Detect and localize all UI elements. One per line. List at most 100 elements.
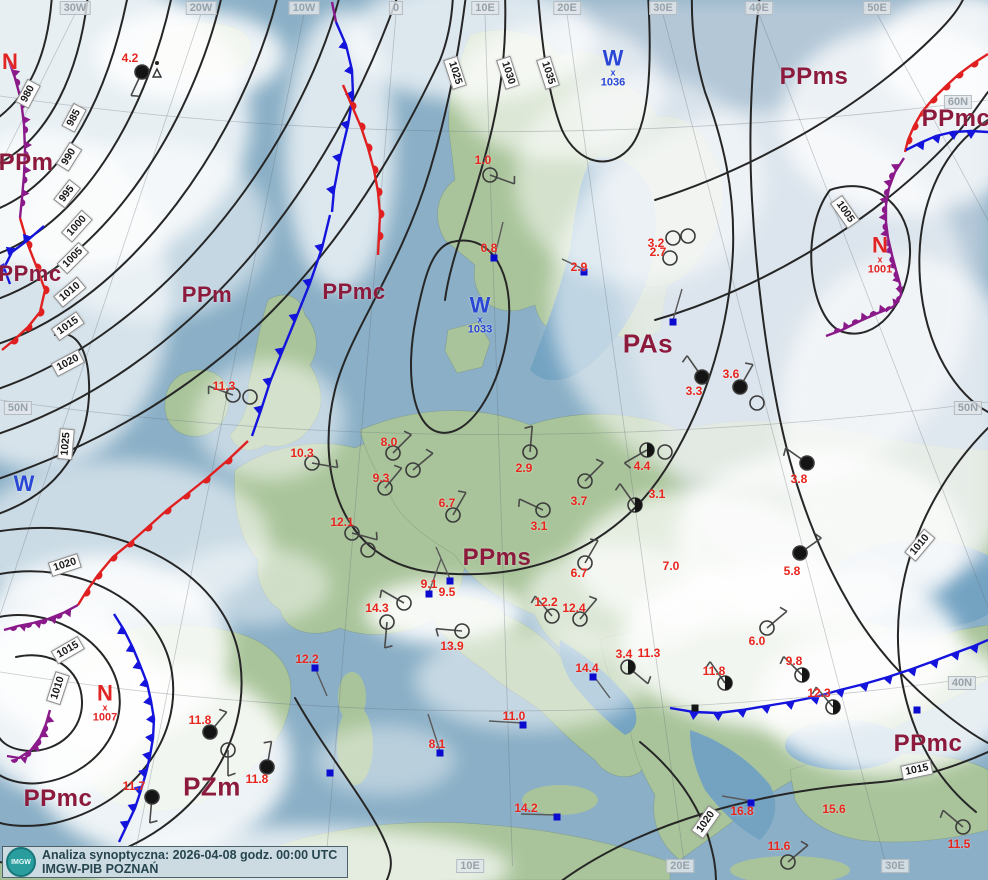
warm-front <box>76 440 249 606</box>
station-plot <box>445 490 467 523</box>
occluded-front <box>6 709 55 764</box>
isobar <box>918 119 988 413</box>
station-square <box>913 706 921 714</box>
cold-front <box>669 638 988 721</box>
station-square <box>747 799 755 807</box>
landmass <box>444 321 491 374</box>
cloud <box>195 360 345 480</box>
island <box>338 672 366 722</box>
station-plot <box>344 525 378 541</box>
station-square <box>425 590 433 598</box>
station-square <box>311 664 319 672</box>
station-plot <box>405 448 434 478</box>
station-plot <box>377 464 403 496</box>
island <box>522 785 598 815</box>
station-plot <box>782 447 815 471</box>
station-plot <box>680 228 696 244</box>
isobar <box>327 0 735 576</box>
cold-front <box>250 214 332 437</box>
isobar <box>0 0 53 118</box>
station-plot <box>749 395 765 411</box>
info-bar: IMGW Analiza synoptyczna: 2026-04-08 god… <box>2 846 348 878</box>
station-plot <box>220 742 236 777</box>
isobar <box>561 751 988 880</box>
station-square <box>326 769 334 777</box>
weather-symbol <box>151 67 163 78</box>
sea-area <box>690 730 776 840</box>
station-plot <box>530 595 560 624</box>
station-plot <box>779 656 810 683</box>
station-plot <box>577 538 599 571</box>
island <box>865 796 945 820</box>
station-plot <box>665 230 681 246</box>
station-plot <box>360 542 376 558</box>
station-plot <box>259 740 275 775</box>
cloud <box>95 10 285 100</box>
analysis-title: Analiza synoptyczna: 2026-04-08 godz. 00… <box>42 848 338 862</box>
warm-front <box>341 84 385 256</box>
station-plot <box>732 362 754 395</box>
station-square <box>436 749 444 757</box>
station-plot <box>207 385 241 403</box>
station-plot <box>657 444 673 460</box>
isobar <box>444 0 507 301</box>
cloud <box>170 545 330 625</box>
occluded-front <box>825 157 906 338</box>
station-plot <box>522 425 538 460</box>
cloud <box>415 630 645 730</box>
station-square <box>669 318 677 326</box>
imgw-logo: IMGW <box>6 847 36 877</box>
cloud <box>345 0 595 100</box>
latlon-grid <box>0 13 988 867</box>
station-plot <box>939 809 971 835</box>
station-plot <box>681 355 710 385</box>
station-plot <box>130 64 150 98</box>
cloud <box>315 725 455 795</box>
station-plot <box>482 167 516 185</box>
isobar <box>0 0 398 435</box>
station-square <box>519 721 527 729</box>
station-square <box>589 673 597 681</box>
station-plot <box>242 389 258 405</box>
warm-front <box>903 52 988 153</box>
station-plot <box>304 455 339 471</box>
station-plot <box>662 250 678 266</box>
station-square <box>580 268 588 276</box>
isobar <box>410 239 511 434</box>
imgw-logo-text: IMGW <box>11 858 31 866</box>
isobar <box>294 697 392 880</box>
station-plot <box>792 532 822 561</box>
station-plot <box>379 614 395 649</box>
station-plot <box>577 458 604 489</box>
station-plot <box>811 686 841 715</box>
station-plot <box>202 708 228 740</box>
station-square <box>691 704 699 712</box>
analysis-source: IMGW-PIB POZNAŃ <box>42 862 159 876</box>
station-plot <box>144 789 160 824</box>
station-square <box>446 577 454 585</box>
station-plot <box>379 589 412 611</box>
station-plot <box>620 659 652 685</box>
cold-front <box>0 225 45 285</box>
station-plots-layer <box>130 61 971 870</box>
occluded-front <box>3 603 79 632</box>
station-plot <box>385 430 412 461</box>
cold-front <box>905 129 988 152</box>
station-plot <box>435 623 470 639</box>
cloud <box>30 140 270 320</box>
station-plot <box>623 442 655 469</box>
station-plot <box>704 661 733 691</box>
station-plot <box>614 483 643 513</box>
station-plot <box>759 606 788 636</box>
isobar <box>896 427 988 813</box>
station-square <box>553 813 561 821</box>
station-plot <box>780 840 809 870</box>
station-plot <box>517 498 551 518</box>
cold-front <box>112 613 156 843</box>
station-square <box>490 254 498 262</box>
isobar <box>654 0 964 201</box>
